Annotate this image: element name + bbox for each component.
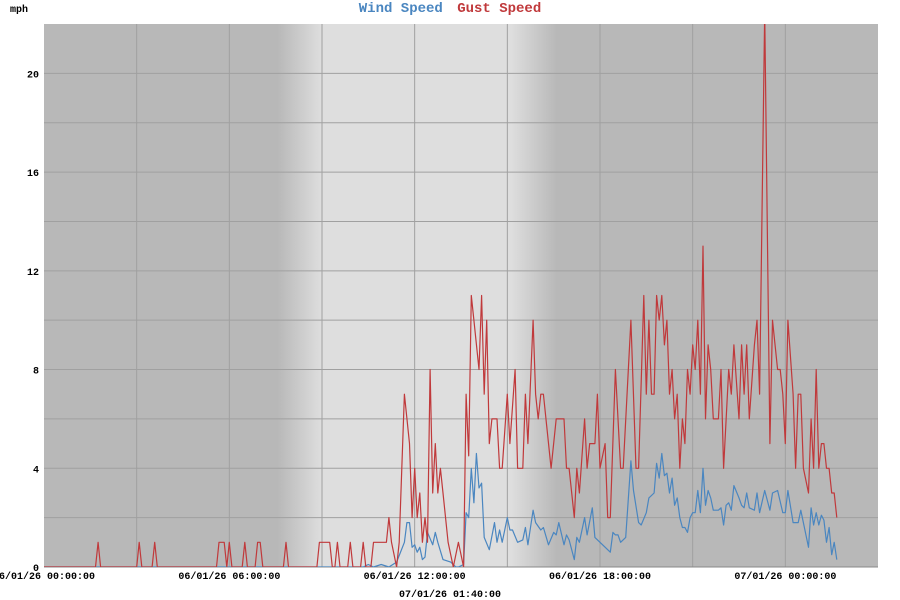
series-group <box>44 24 838 567</box>
x-tick-label: 06/01/26 06:00:00 <box>178 571 280 583</box>
wind-speed-line <box>44 452 838 567</box>
y-tick-label: 20 <box>27 70 39 81</box>
legend-gust-speed: Gust Speed <box>457 1 541 17</box>
y-tick-label: 16 <box>27 169 39 180</box>
x-axis-ticks: 06/01/26 00:00:00 06/01/26 06:00:00 06/01/… <box>0 571 836 583</box>
y-axis-unit-label: mph <box>10 4 28 16</box>
y-tick-label: 0 <box>33 564 39 575</box>
y-tick-label: 12 <box>27 268 39 279</box>
x-tick-label: 06/01/26 12:00:00 <box>364 571 466 583</box>
x-tick-label: 06/01/26 18:00:00 <box>549 571 651 583</box>
legend-wind-speed: Wind Speed <box>359 1 443 17</box>
y-tick-label: 8 <box>33 367 39 378</box>
x-axis-end-time-label: 07/01/26 01:40:00 <box>399 589 501 600</box>
chart-title: Wind Speed Gust Speed <box>359 1 541 17</box>
y-tick-label: 4 <box>33 465 39 476</box>
x-tick-label: 07/01/26 00:00:00 <box>734 571 836 583</box>
y-axis-ticks: 0 4 8 12 16 20 <box>27 70 39 575</box>
plot-background <box>44 24 878 567</box>
gust-speed-line <box>44 24 838 567</box>
x-tick-label: 06/01/26 00:00:00 <box>0 571 95 583</box>
